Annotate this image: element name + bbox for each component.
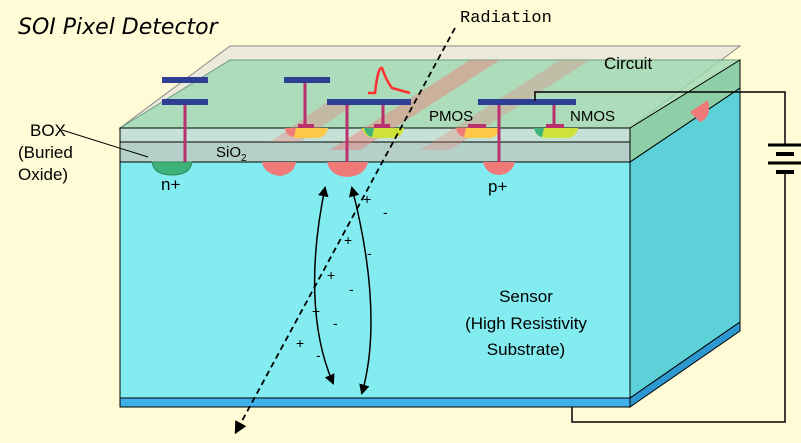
circuit-label: Circuit [604,54,652,73]
plus-sign-3: + [327,267,335,283]
sensor-label-line3: Substrate) [487,340,565,359]
minus-sign-1: - [383,204,388,220]
implant-p-plus [483,162,515,175]
electron-drift-arrow-left [313,185,335,385]
sio2-label: SiO2 [216,144,247,164]
minus-sign-3: - [349,281,354,297]
implant-red-center [327,162,368,177]
plus-sign-2: + [344,232,352,248]
minus-sign-4: - [333,315,338,331]
side-implant [690,100,709,122]
sensor-label-line2: (High Resistivity [465,314,587,333]
hole-drift-arrow-right [349,185,372,396]
sensor-front-face [119,161,631,399]
implant-n-plus [151,161,193,176]
box-leader-line [61,129,149,158]
bias-wire-bottom [571,172,786,423]
bottom-electrode-strip-side [629,321,741,408]
transistor-1 [285,124,328,138]
implant-red-left [262,162,296,176]
transistor-2 [362,124,404,138]
electrode-gate-1 [284,77,330,83]
electrode-center [327,99,411,105]
plus-sign-4: + [312,303,320,319]
diagram-title: SOI Pixel Detector [18,15,220,40]
transistor-nmos [534,124,578,138]
electrode-left-bottom [162,99,208,105]
minus-sign-5: - [316,347,321,363]
pmos-label: PMOS [429,108,473,125]
box-sub-label-2: Oxide) [18,165,68,184]
radiation-label: Radiation [460,9,552,28]
box-label: BOX [30,121,66,140]
p-plus-label: p+ [488,177,507,196]
electrode-right [478,99,576,105]
minus-sign-2: - [367,245,372,261]
track-diagonal-1 [330,60,500,150]
signal-pulse-icon [368,66,411,95]
electrode-left-top [162,77,208,83]
sensor-label-line1: Sensor [499,287,553,306]
bottom-electrode-strip [119,397,631,408]
transistor-pmos [456,124,500,138]
plus-sign-5: + [296,335,304,351]
radiation-track [234,27,456,435]
box-layer-front [119,141,631,163]
nmos-label: NMOS [570,108,615,125]
n-plus-label: n+ [161,175,180,194]
bias-wire-top [534,91,786,145]
box-sub-label-1: (Buried [18,143,73,162]
plus-sign-1: + [363,191,371,207]
